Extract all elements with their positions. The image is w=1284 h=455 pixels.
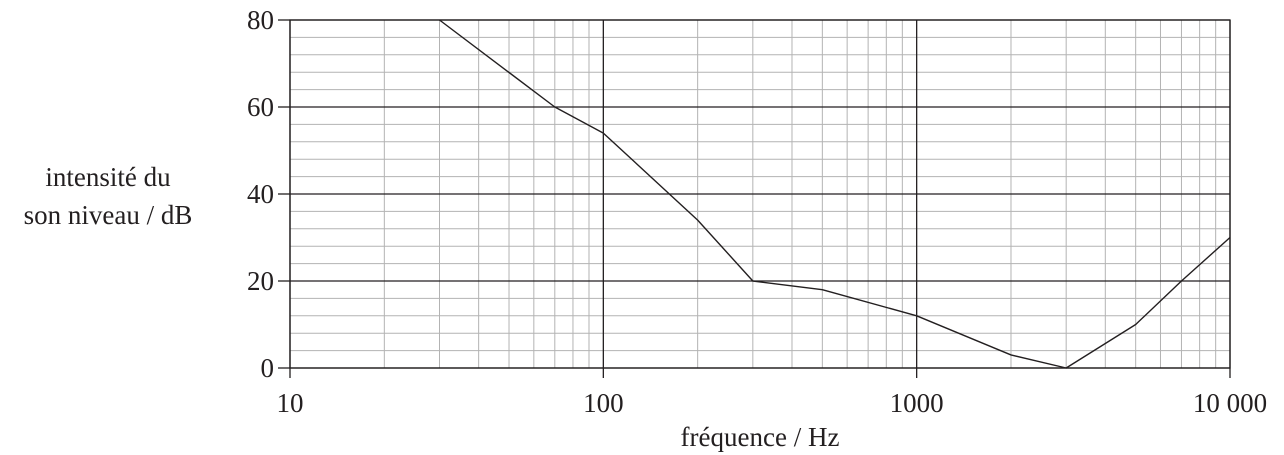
series-group — [439, 19, 1231, 369]
y-tick-label: 20 — [247, 266, 274, 296]
y-tick-label: 40 — [247, 179, 274, 209]
plot-frame — [289, 19, 1231, 369]
x-tick-label: 100 — [583, 388, 624, 418]
x-tick-labels: 10 100 1000 10 000 — [277, 388, 1268, 418]
y-axis-label-line-2: son niveau / dB — [24, 200, 193, 230]
x-tick-label: 10 — [277, 388, 304, 418]
y-tick-label: 80 — [247, 5, 274, 35]
y-axis-label-line-1: intensité du — [45, 162, 171, 192]
series-line-0 — [439, 19, 1231, 369]
x-axis-label: fréquence / Hz — [681, 422, 840, 452]
y-tick-label: 0 — [261, 353, 275, 383]
axis-titles: intensité du son niveau / dB fréquence /… — [24, 162, 840, 452]
x-tick-label: 10 000 — [1193, 388, 1267, 418]
plot-border — [289, 19, 1231, 369]
y-tick-labels: 0 20 40 60 80 — [247, 5, 274, 383]
y-tick-label: 60 — [247, 92, 274, 122]
x-tick-label: 1000 — [890, 388, 944, 418]
major-gridlines — [278, 19, 1231, 378]
